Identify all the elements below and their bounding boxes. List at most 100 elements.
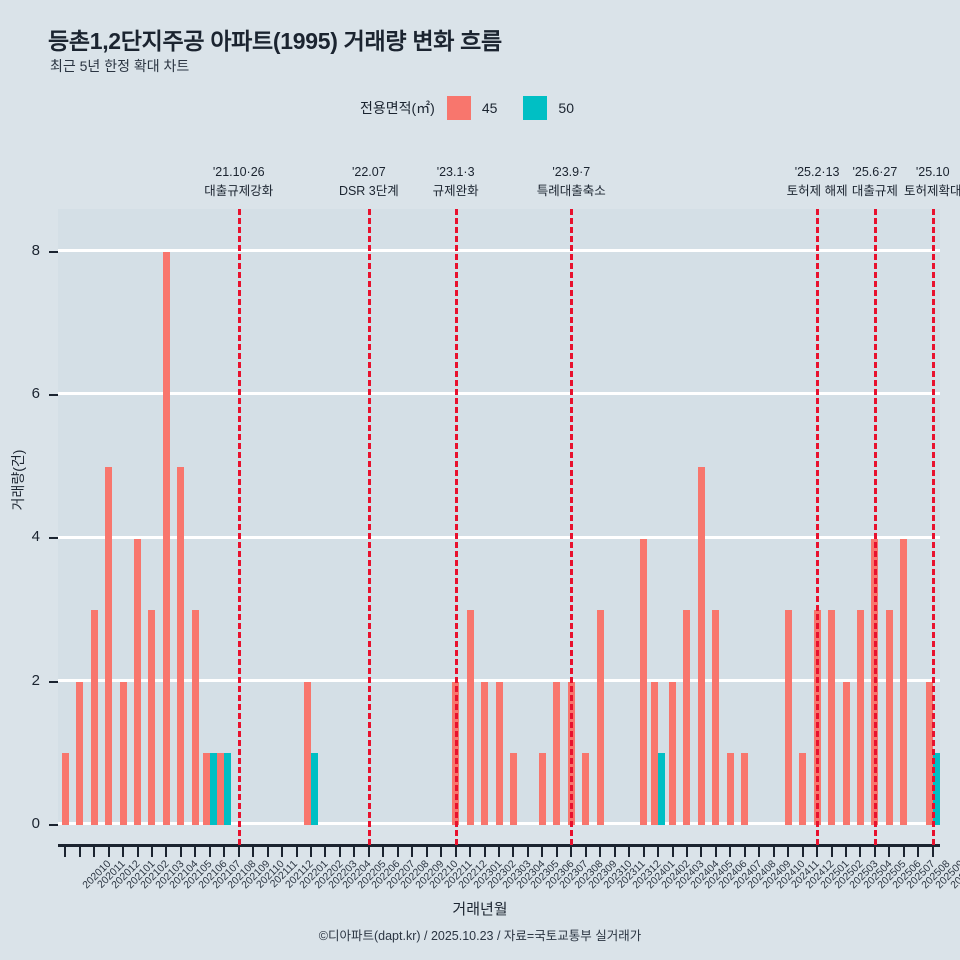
bar-45[interactable] [119,681,127,825]
bar-45[interactable] [856,610,864,825]
annotation-label: '21.10·26 대출규제강화 [179,163,299,202]
bar-45[interactable] [640,538,648,825]
x-tick [512,847,515,857]
gridline [58,535,940,539]
annotation-date: '25.10 [915,165,950,179]
bar-45[interactable] [538,753,546,825]
y-tick [49,680,58,683]
annotation-text: 특례대출축소 [536,184,606,199]
x-tick [772,847,775,857]
bar-50[interactable] [658,753,666,825]
bar-45[interactable] [202,753,210,825]
bar-45[interactable] [148,610,156,825]
annotation-date: '25.2·13 [794,165,840,179]
annotation-line [873,209,877,845]
bar-45[interactable] [217,753,225,825]
x-tick [642,847,645,857]
bar-45[interactable] [900,538,908,825]
bar-45[interactable] [712,610,720,825]
bar-50[interactable] [311,753,319,825]
x-tick [150,847,153,857]
bar-45[interactable] [191,610,199,825]
y-tick-label: 8 [31,241,40,259]
y-axis-title: 거래량(건) [10,449,26,511]
annotation-date: '25.6·27 [852,165,898,179]
x-tick [743,847,746,857]
annotation-line [816,209,820,845]
bar-45[interactable] [105,466,113,825]
bar-45[interactable] [651,681,659,825]
y-tick [49,250,58,253]
bar-45[interactable] [582,753,590,825]
bar-45[interactable] [828,610,836,825]
bar-45[interactable] [596,610,604,825]
bar-45[interactable] [726,753,734,825]
annotation-text: 대출규제 [851,184,898,199]
legend-item-45[interactable]: 45 [446,96,498,120]
bar-45[interactable] [466,610,474,825]
y-tick [49,537,58,540]
bar-45[interactable] [741,753,749,825]
annotation-text: 규제완화 [432,184,479,199]
bar-50[interactable] [209,753,217,825]
bar-45[interactable] [495,681,503,825]
x-tick [324,847,327,857]
x-tick [830,847,833,857]
bar-45[interactable] [683,610,691,825]
legend-swatch-45 [446,96,471,120]
x-tick [252,847,255,857]
gridline [58,678,940,682]
bar-45[interactable] [697,466,705,825]
bar-45[interactable] [553,681,561,825]
x-tick [729,847,732,857]
footer-credit: ©디아파트(dapt.kr) / 2025.10.23 / 자료=국토교통부 실… [318,929,642,943]
y-tick-label: 2 [31,671,40,689]
x-tick [498,847,500,857]
x-tick [223,847,226,857]
x-tick [78,847,81,857]
x-tick [382,847,385,857]
bar-45[interactable] [885,610,893,825]
annotation-label: '22.07 DSR 3단계 [309,163,429,202]
bar-45[interactable] [509,753,517,825]
bar-45[interactable] [90,610,98,825]
bar-45[interactable] [799,753,807,825]
x-axis-title: 거래년월 [452,901,508,918]
x-tick [671,847,674,857]
x-tick [64,847,67,857]
bar-45[interactable] [669,681,676,825]
annotation-date: '22.07 [352,165,386,179]
gridline [58,248,940,252]
x-tick [237,847,240,857]
bar-45[interactable] [304,681,312,825]
annotation-label: '25.10 토허제확대 [873,163,960,202]
x-tick [281,847,284,857]
bar-45[interactable] [61,753,69,825]
y-tick [49,824,58,826]
bar-45[interactable] [177,466,185,825]
x-tick [483,847,486,857]
x-tick [208,847,211,857]
bar-45[interactable] [134,538,142,825]
bar-45[interactable] [784,610,792,825]
x-tick [338,847,341,857]
x-tick [179,847,182,857]
annotation-label: '25.6·27 대출규제 [815,163,935,202]
bar-45[interactable] [925,681,933,825]
x-tick [165,847,168,857]
bar-45[interactable] [162,251,170,825]
bar-50[interactable] [932,753,940,825]
annotation-text: 대출규제강화 [204,184,274,199]
annotation-text: 토허제 해제 [786,184,848,199]
x-tick [469,847,472,857]
bar-45[interactable] [76,681,84,825]
bar-45[interactable] [481,681,489,825]
legend-label-45: 45 [481,100,498,116]
x-tick [613,847,616,857]
x-tick [440,847,443,857]
bar-50[interactable] [224,753,232,825]
annotation-line [367,209,371,845]
bar-45[interactable] [842,681,850,825]
x-tick [845,847,848,857]
legend-item-50[interactable]: 50 [523,96,574,120]
